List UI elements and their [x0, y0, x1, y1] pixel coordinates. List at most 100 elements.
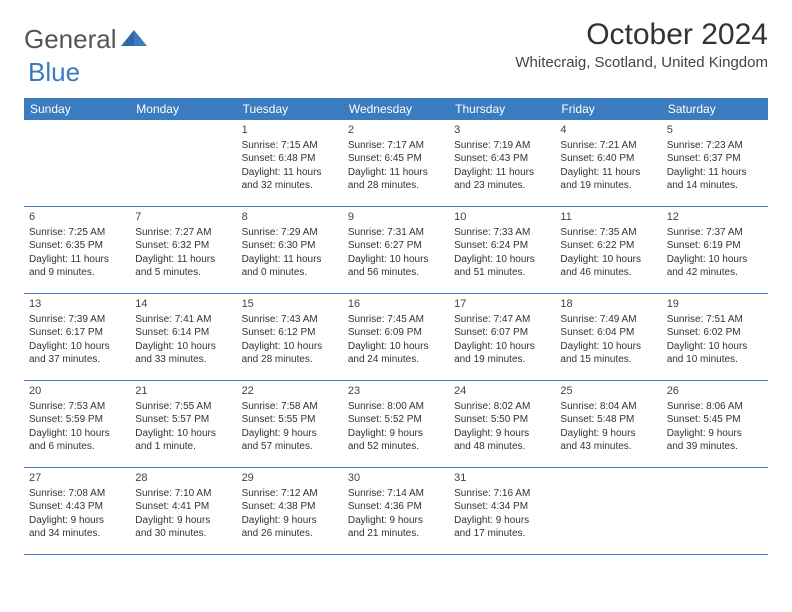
sunset-text: Sunset: 6:37 PM [667, 152, 763, 166]
day-cell: 6Sunrise: 7:25 AMSunset: 6:35 PMDaylight… [24, 207, 130, 293]
daylight-text: and 17 minutes. [454, 527, 550, 541]
sunrise-text: Sunrise: 7:21 AM [560, 139, 656, 153]
daylight-text: Daylight: 11 hours [667, 166, 763, 180]
daylight-text: Daylight: 10 hours [667, 340, 763, 354]
daylight-text: and 19 minutes. [560, 179, 656, 193]
day-number: 6 [29, 210, 125, 225]
day-cell: 24Sunrise: 8:02 AMSunset: 5:50 PMDayligh… [449, 381, 555, 467]
sunrise-text: Sunrise: 7:10 AM [135, 487, 231, 501]
daylight-text: Daylight: 9 hours [560, 427, 656, 441]
daylight-text: Daylight: 10 hours [560, 340, 656, 354]
sunrise-text: Sunrise: 7:47 AM [454, 313, 550, 327]
day-number: 21 [135, 384, 231, 399]
daylight-text: and 51 minutes. [454, 266, 550, 280]
daylight-text: Daylight: 9 hours [454, 514, 550, 528]
sunrise-text: Sunrise: 7:45 AM [348, 313, 444, 327]
daylight-text: and 33 minutes. [135, 353, 231, 367]
day-number: 27 [29, 471, 125, 486]
sunrise-text: Sunrise: 7:33 AM [454, 226, 550, 240]
daylight-text: and 28 minutes. [348, 179, 444, 193]
sunrise-text: Sunrise: 7:58 AM [242, 400, 338, 414]
sunset-text: Sunset: 5:59 PM [29, 413, 125, 427]
daylight-text: Daylight: 10 hours [135, 427, 231, 441]
daylight-text: and 52 minutes. [348, 440, 444, 454]
sunrise-text: Sunrise: 7:43 AM [242, 313, 338, 327]
sunset-text: Sunset: 5:50 PM [454, 413, 550, 427]
sunset-text: Sunset: 6:30 PM [242, 239, 338, 253]
daylight-text: and 57 minutes. [242, 440, 338, 454]
day-number: 10 [454, 210, 550, 225]
day-cell: 12Sunrise: 7:37 AMSunset: 6:19 PMDayligh… [662, 207, 768, 293]
sunset-text: Sunset: 6:45 PM [348, 152, 444, 166]
daylight-text: Daylight: 10 hours [348, 253, 444, 267]
day-number: 9 [348, 210, 444, 225]
daylight-text: and 32 minutes. [242, 179, 338, 193]
sunset-text: Sunset: 4:41 PM [135, 500, 231, 514]
day-cell: 25Sunrise: 8:04 AMSunset: 5:48 PMDayligh… [555, 381, 661, 467]
sunrise-text: Sunrise: 7:35 AM [560, 226, 656, 240]
daylight-text: and 14 minutes. [667, 179, 763, 193]
day-cell: 22Sunrise: 7:58 AMSunset: 5:55 PMDayligh… [237, 381, 343, 467]
week-row: 1Sunrise: 7:15 AMSunset: 6:48 PMDaylight… [24, 120, 768, 207]
day-cell: 1Sunrise: 7:15 AMSunset: 6:48 PMDaylight… [237, 120, 343, 206]
location-text: Whitecraig, Scotland, United Kingdom [515, 54, 768, 71]
daylight-text: and 42 minutes. [667, 266, 763, 280]
day-header-cell: Saturday [662, 98, 768, 120]
daylight-text: and 9 minutes. [29, 266, 125, 280]
month-title: October 2024 [515, 18, 768, 52]
day-cell: 18Sunrise: 7:49 AMSunset: 6:04 PMDayligh… [555, 294, 661, 380]
day-number: 16 [348, 297, 444, 312]
sunrise-text: Sunrise: 7:25 AM [29, 226, 125, 240]
week-row: 13Sunrise: 7:39 AMSunset: 6:17 PMDayligh… [24, 294, 768, 381]
day-number: 26 [667, 384, 763, 399]
sunset-text: Sunset: 4:34 PM [454, 500, 550, 514]
sunset-text: Sunset: 4:38 PM [242, 500, 338, 514]
daylight-text: and 34 minutes. [29, 527, 125, 541]
sunrise-text: Sunrise: 7:08 AM [29, 487, 125, 501]
sunset-text: Sunset: 6:32 PM [135, 239, 231, 253]
calendar-grid: SundayMondayTuesdayWednesdayThursdayFrid… [24, 98, 768, 555]
day-cell: 30Sunrise: 7:14 AMSunset: 4:36 PMDayligh… [343, 468, 449, 554]
sunset-text: Sunset: 6:09 PM [348, 326, 444, 340]
day-header-cell: Monday [130, 98, 236, 120]
sunset-text: Sunset: 6:17 PM [29, 326, 125, 340]
empty-cell [24, 120, 130, 206]
day-cell: 13Sunrise: 7:39 AMSunset: 6:17 PMDayligh… [24, 294, 130, 380]
brand-logo: General [24, 18, 147, 55]
sunset-text: Sunset: 6:14 PM [135, 326, 231, 340]
daylight-text: Daylight: 10 hours [667, 253, 763, 267]
daylight-text: Daylight: 10 hours [29, 340, 125, 354]
sunrise-text: Sunrise: 7:17 AM [348, 139, 444, 153]
daylight-text: Daylight: 9 hours [454, 427, 550, 441]
daylight-text: and 19 minutes. [454, 353, 550, 367]
daylight-text: Daylight: 11 hours [242, 253, 338, 267]
day-cell: 20Sunrise: 7:53 AMSunset: 5:59 PMDayligh… [24, 381, 130, 467]
daylight-text: Daylight: 9 hours [135, 514, 231, 528]
day-cell: 8Sunrise: 7:29 AMSunset: 6:30 PMDaylight… [237, 207, 343, 293]
calendar-page: General October 2024 Whitecraig, Scotlan… [0, 0, 792, 555]
daylight-text: Daylight: 9 hours [242, 514, 338, 528]
empty-cell [130, 120, 236, 206]
sunset-text: Sunset: 6:12 PM [242, 326, 338, 340]
day-number: 28 [135, 471, 231, 486]
sunset-text: Sunset: 6:48 PM [242, 152, 338, 166]
sunrise-text: Sunrise: 8:06 AM [667, 400, 763, 414]
day-cell: 2Sunrise: 7:17 AMSunset: 6:45 PMDaylight… [343, 120, 449, 206]
daylight-text: and 30 minutes. [135, 527, 231, 541]
brand-part1: General [24, 24, 117, 55]
daylight-text: Daylight: 9 hours [29, 514, 125, 528]
day-cell: 9Sunrise: 7:31 AMSunset: 6:27 PMDaylight… [343, 207, 449, 293]
sunset-text: Sunset: 6:07 PM [454, 326, 550, 340]
week-row: 6Sunrise: 7:25 AMSunset: 6:35 PMDaylight… [24, 207, 768, 294]
daylight-text: Daylight: 11 hours [454, 166, 550, 180]
daylight-text: and 5 minutes. [135, 266, 231, 280]
sunset-text: Sunset: 6:24 PM [454, 239, 550, 253]
day-number: 31 [454, 471, 550, 486]
day-header-cell: Tuesday [237, 98, 343, 120]
day-cell: 21Sunrise: 7:55 AMSunset: 5:57 PMDayligh… [130, 381, 236, 467]
daylight-text: and 23 minutes. [454, 179, 550, 193]
day-cell: 3Sunrise: 7:19 AMSunset: 6:43 PMDaylight… [449, 120, 555, 206]
daylight-text: and 15 minutes. [560, 353, 656, 367]
daylight-text: Daylight: 11 hours [242, 166, 338, 180]
daylight-text: and 43 minutes. [560, 440, 656, 454]
